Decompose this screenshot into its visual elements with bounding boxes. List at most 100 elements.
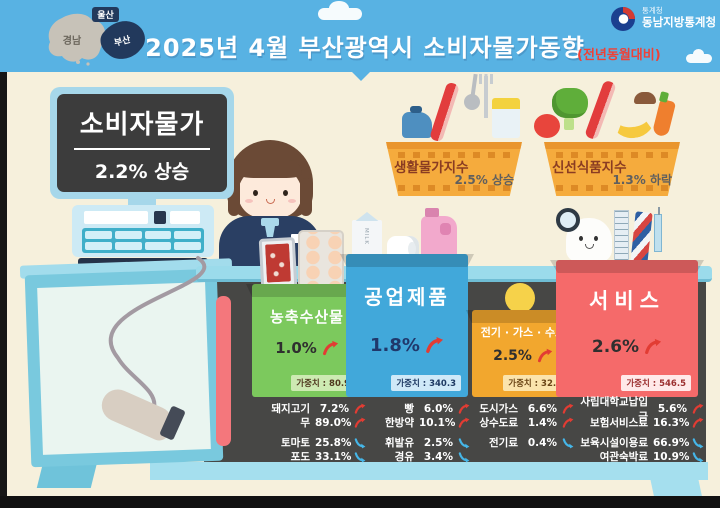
- cash-register: [72, 205, 214, 257]
- comparison-note: (전년동월대비): [577, 48, 661, 63]
- kettle-icon: [402, 112, 432, 138]
- price-item-row: 도시가스 6.6%: [474, 402, 574, 415]
- map-busan-region: [100, 21, 145, 59]
- map-ulsan-chip: [92, 7, 119, 22]
- cashier-bangs: [238, 160, 302, 178]
- cashier-scarf: [261, 218, 279, 226]
- item-list-industrial: 빵 6.0% 한방약 10.1%: [366, 402, 470, 464]
- milk-carton-label: MILK: [363, 228, 369, 246]
- living-price-label: 생활물가지수: [394, 160, 469, 176]
- item-value: 0.4%: [527, 436, 557, 449]
- price-item-row: 돼지고기 7.2%: [244, 402, 366, 415]
- ruler-icon: [614, 210, 629, 264]
- item-name: 무: [300, 417, 310, 429]
- register-keypad: [82, 228, 204, 253]
- cashier-blush: [288, 199, 296, 203]
- knife-icon: [584, 79, 617, 141]
- statistics-korea-emblem-icon: [611, 7, 635, 31]
- fresh-food-value: 1.3% 하락: [612, 173, 672, 187]
- trend-arrow-icon: [354, 451, 366, 463]
- map-label-ulsan: 울산: [97, 9, 114, 21]
- fork-prongs-icon: [479, 74, 493, 84]
- item-value: 33.1%: [315, 450, 352, 463]
- item-name: 보육시설이용료: [580, 437, 648, 449]
- egg-carton-icon: [298, 230, 344, 288]
- agency-parent-label: 통계청: [642, 6, 663, 15]
- trend-arrow-icon: [562, 437, 574, 449]
- ladle-icon: [464, 94, 480, 110]
- item-value: 10.1%: [419, 416, 456, 429]
- register-display-small: [170, 211, 200, 224]
- header-pointer: [352, 72, 370, 81]
- item-value: 89.0%: [315, 416, 352, 429]
- item-name: 사립대학교납입금: [580, 395, 648, 423]
- map-label-gyeongnam: 경남: [63, 34, 82, 47]
- item-name: 보험서비스료: [590, 417, 648, 429]
- item-name: 전기료: [489, 437, 518, 449]
- trend-arrow-icon: [458, 437, 470, 449]
- item-name: 휘발유: [385, 437, 414, 449]
- map-gyeongnam-region: [48, 13, 106, 62]
- item-name: 토마토: [281, 437, 310, 449]
- broccoli-icon: [552, 88, 588, 118]
- price-item-row: 무 89.0%: [244, 416, 366, 429]
- carrot-icon: [651, 98, 677, 138]
- item-value: 66.9%: [653, 436, 690, 449]
- cashier-eye: [253, 190, 258, 196]
- striped-tube-icon: [630, 211, 653, 265]
- meat-pack-icon: [258, 237, 298, 289]
- price-item-row: 한방약 10.1%: [366, 416, 470, 429]
- scanner-cable: [108, 256, 207, 410]
- counter-foot: [650, 478, 702, 496]
- trend-arrow-icon: [425, 336, 444, 355]
- category-box-industrial: 공업제품 1.8% 가중치 : 340.3: [346, 254, 468, 397]
- trend-arrow-icon: [322, 340, 339, 357]
- item-value: 5.6%: [657, 402, 687, 415]
- item-value: 16.3%: [653, 416, 690, 429]
- trend-arrow-icon: [354, 437, 366, 449]
- agency-name-label: 동남지방통계청: [642, 15, 717, 30]
- header-band: 2025년 4월 부산광역시 소비자물가동향 (전년동월대비) 울산 경남 부산…: [0, 0, 720, 72]
- dental-mirror-icon: [556, 208, 580, 232]
- item-value: 10.9%: [653, 450, 690, 463]
- frame-edge-left: [0, 72, 7, 508]
- cashier-figure: [203, 140, 337, 270]
- price-item-row: 토마토 25.8%: [244, 436, 366, 449]
- item-name: 돼지고기: [271, 403, 310, 415]
- price-board-monitor: 소비자물가 2.2% 상승: [50, 87, 234, 199]
- cashier-eye: [283, 190, 288, 196]
- item-value: 3.4%: [423, 450, 453, 463]
- region-map: 울산 경남 부산: [48, 7, 145, 66]
- category-change-value: 1.0%: [275, 339, 317, 357]
- fork-icon: [484, 76, 488, 118]
- price-item-row: 상수도료 1.4%: [474, 416, 574, 429]
- item-value: 7.2%: [319, 402, 349, 415]
- category-change-value: 1.8%: [370, 335, 420, 356]
- basket-body: [544, 142, 680, 196]
- price-item-lists: 돼지고기 7.2% 무 89.0%: [204, 396, 706, 464]
- category-weight-badge: 가중치 : 546.5: [621, 375, 691, 391]
- category-name: 농축수산물: [269, 308, 344, 326]
- cpi-board-value: 2.2% 상승: [94, 161, 190, 183]
- price-item-row: 보육시설이용료 66.9%: [576, 436, 704, 449]
- item-name: 한방약: [385, 417, 414, 429]
- category-change-value: 2.6%: [591, 337, 640, 357]
- cpi-board: 소비자물가 2.2% 상승: [57, 94, 227, 192]
- mushroom-icon: [634, 92, 656, 104]
- trend-arrow-icon: [458, 417, 470, 429]
- cashier-scarf-tail: [265, 226, 275, 237]
- item-name: 빵: [404, 403, 414, 415]
- item-name: 상수도료: [479, 417, 518, 429]
- trend-arrow-icon: [692, 403, 704, 415]
- item-name: 경유: [394, 451, 414, 463]
- trend-arrow-icon: [458, 451, 470, 463]
- item-value: 1.4%: [527, 416, 557, 429]
- kettle-lid-icon: [410, 106, 422, 113]
- item-value: 6.0%: [423, 402, 453, 415]
- price-item-row: 경유 3.4%: [366, 450, 470, 463]
- counter-base: [150, 462, 708, 480]
- price-item-row: 사립대학교납입금 5.6%: [576, 396, 704, 423]
- trend-arrow-icon: [562, 403, 574, 415]
- register-display: [84, 211, 148, 224]
